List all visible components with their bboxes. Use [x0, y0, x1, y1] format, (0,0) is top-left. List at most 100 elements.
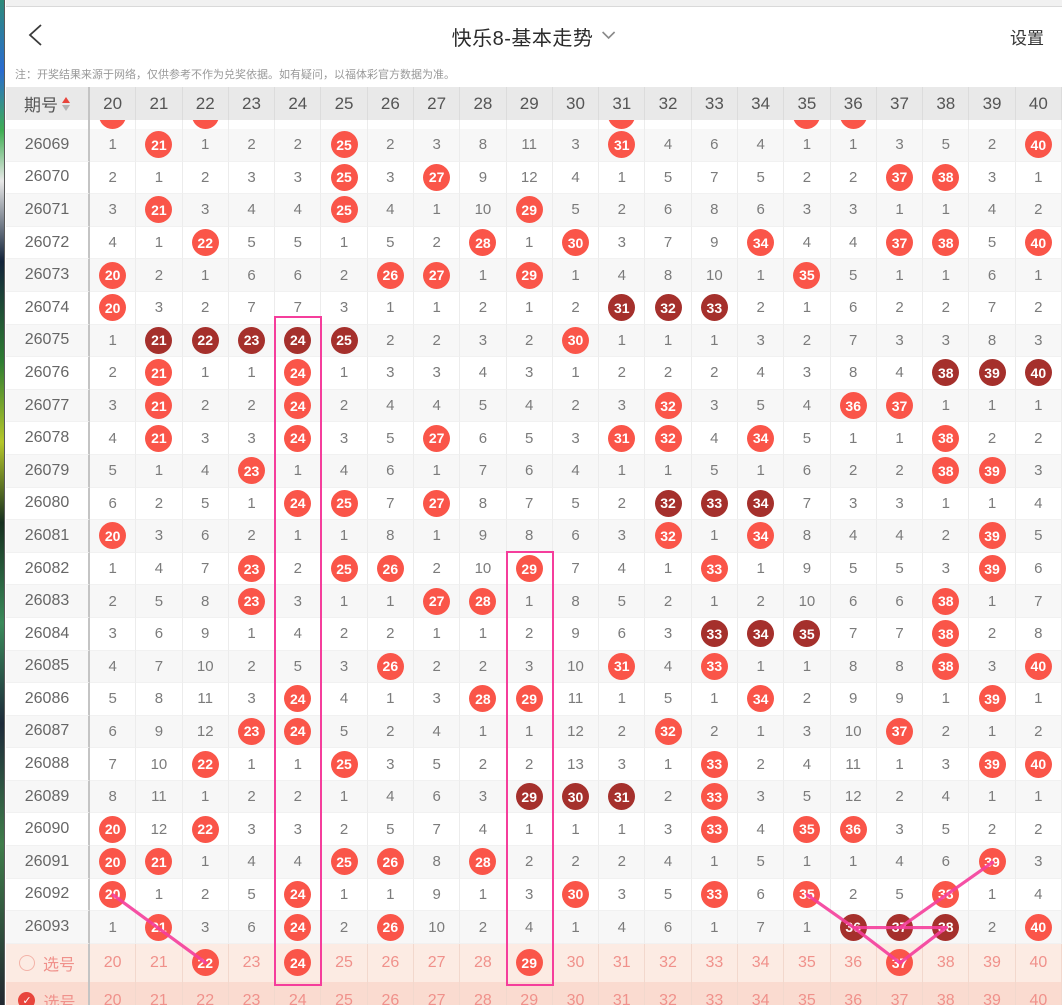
selectable-number[interactable]: 38 — [923, 943, 970, 982]
trend-cell: 11 — [506, 129, 553, 162]
selectable-number[interactable]: 35 — [784, 943, 831, 982]
selectable-number[interactable]: 28 — [460, 981, 507, 1005]
trend-cell: 27 — [413, 487, 461, 521]
trend-cell: 38 — [923, 585, 970, 618]
trend-cell: 6 — [228, 259, 276, 292]
trend-cell: 38 — [923, 226, 970, 260]
trend-cell — [414, 120, 461, 129]
drawn-number-ball: 26 — [376, 652, 404, 680]
trend-cell: 2 — [830, 878, 877, 912]
trend-cell: 1 — [90, 911, 137, 944]
trend-cell: 6 — [737, 878, 785, 912]
trend-cell: 13 — [552, 748, 600, 781]
selectable-number[interactable]: 27 — [414, 981, 461, 1005]
trend-cell: 30 — [552, 324, 600, 358]
selectable-number[interactable]: 38 — [923, 981, 970, 1005]
selectable-number[interactable]: 36 — [831, 943, 877, 982]
selectable-number[interactable]: 25 — [321, 943, 368, 982]
drawn-number-ball: 24 — [284, 424, 312, 452]
trend-cell: 1 — [737, 454, 785, 488]
trend-cell: 30 — [552, 226, 600, 260]
selectable-number[interactable]: 40 — [1016, 981, 1062, 1005]
trend-cell: 4 — [460, 813, 507, 847]
selectable-number[interactable]: 26 — [368, 943, 414, 982]
drawn-number-ball: 24 — [284, 359, 312, 387]
trend-cell: 32 — [645, 389, 692, 423]
selectable-number[interactable]: 31 — [599, 943, 646, 982]
selectable-number[interactable]: 40 — [1016, 943, 1062, 982]
trend-cell: 27 — [413, 259, 461, 292]
selectable-number[interactable]: 23 — [229, 943, 276, 982]
selectable-number[interactable]: 21 — [136, 943, 183, 982]
selectable-number[interactable]: 30 — [553, 943, 600, 982]
trend-cell: 1 — [506, 715, 553, 749]
selectable-number[interactable]: 35 — [784, 981, 831, 1005]
selectable-number[interactable]: 39 — [969, 943, 1016, 982]
checked-radio-icon[interactable]: ✓ — [18, 992, 36, 1005]
table-row: 26070 2 1 2 3 3 25 3 27 9 12 4 1 5 7 5 2 2 37 38 3 1 — [6, 161, 1062, 195]
selectable-number[interactable]: 20 — [90, 943, 137, 982]
back-button[interactable] — [24, 20, 50, 53]
selectable-number[interactable]: 27 — [414, 943, 461, 982]
trend-cell: 1 — [506, 291, 553, 325]
drawn-number-ball: 38 — [932, 163, 960, 191]
trend-cell: 3 — [784, 357, 831, 390]
page-title-dropdown[interactable]: 快乐8-基本走势 — [452, 22, 617, 51]
trend-cell: 2 — [923, 291, 970, 325]
trend-cell: 9 — [413, 878, 461, 912]
trend-cell: 12 — [506, 161, 553, 195]
selectable-number[interactable]: 32 — [645, 943, 692, 982]
trend-cell: 2 — [321, 911, 368, 944]
selectable-number[interactable]: 32 — [645, 981, 692, 1005]
selectable-number[interactable]: 34 — [738, 981, 785, 1005]
trend-cell: 24 — [275, 324, 322, 358]
selectable-number[interactable]: 29 — [507, 981, 553, 1005]
selectable-number[interactable]: 23 — [229, 981, 276, 1005]
trend-cell: 22 — [182, 748, 229, 781]
selectable-number[interactable]: 33 — [692, 981, 738, 1005]
trend-cell: 31 — [599, 120, 646, 129]
trend-cell: 3 — [90, 194, 137, 227]
trend-cell: 7 — [182, 552, 229, 586]
selectable-number[interactable]: 21 — [136, 981, 183, 1005]
selectable-number[interactable]: 28 — [460, 943, 507, 982]
selectable-number[interactable]: 30 — [553, 981, 600, 1005]
selectable-number[interactable]: 20 — [90, 981, 137, 1005]
selectable-number[interactable]: 33 — [692, 943, 738, 982]
trend-cell: 3 — [413, 129, 461, 162]
trend-cell: 40 — [1015, 650, 1062, 684]
selectable-number[interactable]: 37 — [877, 981, 924, 1005]
trend-cell: 5 — [784, 780, 831, 814]
drawn-number-ball: 29 — [515, 196, 543, 224]
trend-cell: 2 — [367, 715, 414, 749]
trend-cell: 25 — [321, 846, 368, 879]
selectable-number[interactable]: 29 — [507, 943, 553, 982]
drawn-number-ball: 20 — [99, 120, 127, 129]
selected-number-ball[interactable]: 22 — [191, 949, 219, 977]
settings-button[interactable]: 设置 — [1010, 24, 1044, 49]
selectable-number[interactable]: 25 — [321, 981, 368, 1005]
selected-number-ball[interactable]: 29 — [515, 949, 543, 977]
selectable-number[interactable]: 24 — [275, 943, 322, 982]
selectable-number[interactable]: 31 — [599, 981, 646, 1005]
table-row: 26073 20 2 1 6 6 2 26 27 1 29 1 4 8 10 1 35 5 1 1 6 1 — [6, 259, 1062, 292]
trend-cell: 10 — [552, 650, 600, 684]
trend-cell: 8 — [691, 194, 738, 227]
trend-cell: 10 — [784, 585, 831, 618]
drawn-number-ball: 21 — [145, 913, 173, 941]
issue-column-header[interactable]: 期号 — [6, 87, 90, 120]
selectable-number[interactable]: 37 — [877, 943, 924, 982]
selected-number-ball[interactable]: 37 — [885, 949, 913, 977]
selectable-number[interactable]: 39 — [969, 981, 1016, 1005]
selectable-number[interactable]: 26 — [368, 981, 414, 1005]
radio-icon[interactable] — [18, 954, 35, 971]
selection-row: ✓ 选号 20 21 22 23 24 25 26 27 28 29 30 31 32 33 34 35 36 37 3… — [6, 981, 1062, 1005]
selected-number-ball[interactable]: 24 — [284, 949, 312, 977]
selectable-number[interactable]: 22 — [183, 943, 229, 982]
selectable-number[interactable]: 22 — [183, 981, 229, 1005]
trend-cell — [645, 120, 692, 129]
selectable-number[interactable]: 34 — [738, 943, 785, 982]
selectable-number[interactable]: 36 — [831, 981, 877, 1005]
selectable-number[interactable]: 24 — [275, 981, 322, 1005]
drawn-number-ball: 21 — [145, 131, 173, 159]
